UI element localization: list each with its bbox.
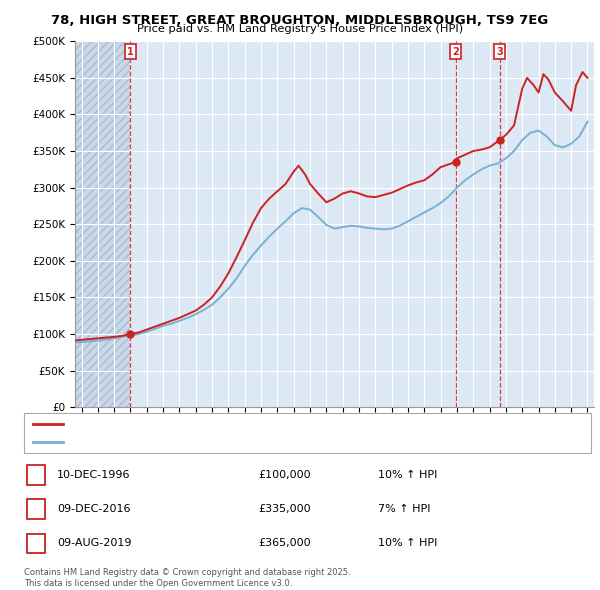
Text: 1: 1	[127, 47, 134, 57]
Bar	[75, 41, 130, 407]
Text: 09-AUG-2019: 09-AUG-2019	[57, 539, 131, 548]
Text: 10-DEC-1996: 10-DEC-1996	[57, 470, 131, 480]
Text: HPI: Average price, detached house, North Yorkshire: HPI: Average price, detached house, Nort…	[69, 437, 305, 447]
Text: 78, HIGH STREET, GREAT BROUGHTON, MIDDLESBROUGH, TS9 7EG: 78, HIGH STREET, GREAT BROUGHTON, MIDDLE…	[52, 14, 548, 27]
Text: 09-DEC-2016: 09-DEC-2016	[57, 504, 131, 514]
Text: £100,000: £100,000	[258, 470, 311, 480]
Text: 3: 3	[496, 47, 503, 57]
Text: 2: 2	[452, 47, 459, 57]
Text: 3: 3	[32, 539, 40, 548]
Text: Contains HM Land Registry data © Crown copyright and database right 2025.
This d: Contains HM Land Registry data © Crown c…	[24, 568, 350, 588]
Text: 1: 1	[32, 470, 40, 480]
Text: 7% ↑ HPI: 7% ↑ HPI	[378, 504, 431, 514]
Bar	[75, 41, 130, 407]
Text: £365,000: £365,000	[258, 539, 311, 548]
Text: 2: 2	[32, 504, 40, 514]
Text: 10% ↑ HPI: 10% ↑ HPI	[378, 470, 437, 480]
Text: 78, HIGH STREET, GREAT BROUGHTON, MIDDLESBROUGH, TS9 7EG (detached house): 78, HIGH STREET, GREAT BROUGHTON, MIDDLE…	[69, 419, 455, 429]
Text: 10% ↑ HPI: 10% ↑ HPI	[378, 539, 437, 548]
Text: Price paid vs. HM Land Registry's House Price Index (HPI): Price paid vs. HM Land Registry's House …	[137, 24, 463, 34]
Text: £335,000: £335,000	[258, 504, 311, 514]
